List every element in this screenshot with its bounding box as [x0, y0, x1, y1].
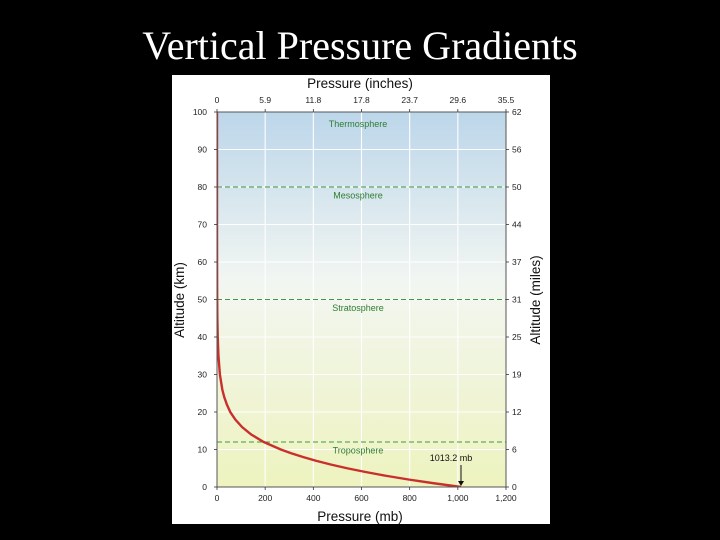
y-right-tick-label: 62 [512, 107, 522, 117]
x-bottom-tick-label: 800 [403, 493, 417, 503]
y-left-tick-label: 20 [198, 407, 208, 417]
surface-pressure-annotation: 1013.2 mb [430, 453, 473, 486]
x-top-tick-label: 17.8 [353, 95, 370, 105]
layer-label-thermosphere: Thermosphere [329, 119, 388, 129]
layer-labels: Thermosphere Mesosphere Stratosphere Tropos… [329, 119, 388, 455]
pressure-altitude-chart: Thermosphere Mesosphere Stratosphere Tropos… [172, 76, 543, 524]
x-top-tick-label: 35.5 [498, 95, 515, 105]
x-top-tick-label: 11.8 [305, 95, 321, 105]
y-left-tick-label: 50 [198, 295, 208, 305]
x-bottom-tick-label: 1,000 [447, 493, 469, 503]
y-left-tick-label: 40 [198, 332, 208, 342]
x-bottom-tick-label: 200 [258, 493, 272, 503]
y-right-tick-label: 6 [512, 445, 517, 455]
y-left-tick-label: 80 [198, 182, 208, 192]
y-right-tick-label: 12 [512, 407, 522, 417]
y-right-axis-label: Altitude (miles) [528, 255, 543, 344]
x-bottom-tick-label: 0 [215, 493, 220, 503]
y-right-tick-label: 19 [512, 370, 522, 380]
slide-title: Vertical Pressure Gradients [142, 23, 578, 68]
layer-label-mesosphere: Mesosphere [333, 190, 383, 200]
y-right-tick-label: 25 [512, 332, 522, 342]
y-left-tick-label: 10 [198, 445, 208, 455]
layer-label-stratosphere: Stratosphere [332, 303, 384, 313]
y-right-tick-label: 50 [512, 182, 522, 192]
pressure-altitude-figure: Thermosphere Mesosphere Stratosphere Tropos… [172, 75, 550, 524]
y-right-tick-label: 31 [512, 295, 522, 305]
y-left-tick-label: 100 [193, 107, 207, 117]
annotation-label: 1013.2 mb [430, 453, 473, 463]
x-bottom-tick-label: 400 [306, 493, 320, 503]
y-left-axis-label: Altitude (km) [172, 262, 187, 338]
x-bottom-tick-label: 1,200 [495, 493, 517, 503]
x-top-tick-label: 29.6 [450, 95, 467, 105]
annotation-arrow-head [458, 481, 465, 486]
x-top-axis-label: Pressure (inches) [307, 76, 413, 91]
x-top-tick-label: 0 [215, 95, 220, 105]
y-left-tick-label: 60 [198, 257, 208, 267]
x-bottom-axis-label: Pressure (mb) [317, 509, 403, 524]
layer-label-troposphere: Troposphere [333, 445, 384, 455]
y-right-tick-label: 0 [512, 482, 517, 492]
y-left-tick-label: 90 [198, 145, 208, 155]
x-top-tick-label: 23.7 [401, 95, 418, 105]
y-left-tick-label: 0 [202, 482, 207, 492]
y-left-tick-label: 70 [198, 220, 208, 230]
y-left-tick-label: 30 [198, 370, 208, 380]
y-right-tick-label: 56 [512, 145, 522, 155]
x-top-tick-label: 5.9 [259, 95, 271, 105]
x-bottom-tick-label: 600 [354, 493, 368, 503]
y-right-tick-label: 44 [512, 220, 522, 230]
y-right-tick-label: 37 [512, 257, 522, 267]
